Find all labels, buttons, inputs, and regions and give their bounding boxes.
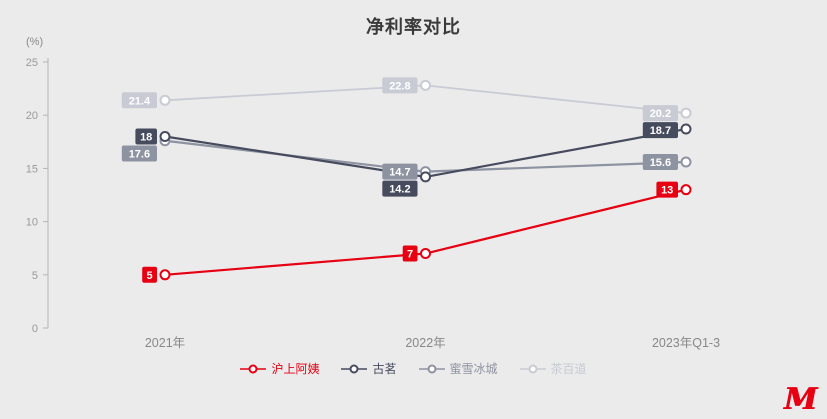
- svg-text:14.2: 14.2: [389, 184, 410, 196]
- legend-item-1[interactable]: 古茗: [341, 360, 397, 377]
- x-axis: 2021年 2022年 2023年Q1-3: [145, 336, 720, 350]
- svg-text:5: 5: [147, 270, 153, 282]
- data-label: 14.7: [382, 163, 418, 180]
- y-axis-unit-label: (%): [26, 36, 44, 48]
- legend-label: 蜜雪冰城: [449, 362, 498, 376]
- y-axis-tick-label: 5: [32, 270, 38, 282]
- x-axis-category-label: 2023年Q1-3: [652, 336, 720, 350]
- data-point-marker[interactable]: [159, 130, 171, 142]
- data-point-marker[interactable]: [420, 171, 431, 183]
- svg-text:22.8: 22.8: [389, 80, 410, 92]
- data-point-marker[interactable]: [680, 156, 692, 168]
- data-label: 21.4: [121, 92, 157, 109]
- y-axis-tick-label: 20: [26, 110, 38, 122]
- data-label: 20.2: [642, 105, 678, 122]
- y-axis-tick-label: 0: [32, 323, 38, 335]
- data-label: 15.6: [642, 154, 678, 171]
- series-marker-icon: [240, 364, 267, 373]
- data-point-marker[interactable]: [159, 269, 171, 281]
- data-label: 13: [656, 181, 678, 198]
- legend-item-0[interactable]: 沪上阿姨: [240, 360, 319, 377]
- svg-text:20.2: 20.2: [650, 108, 671, 120]
- data-point-marker[interactable]: [680, 107, 692, 119]
- chart-title: 净利率对比: [366, 17, 461, 37]
- x-axis-category-label: 2022年: [405, 336, 445, 350]
- series-0: [159, 184, 692, 281]
- data-point-marker[interactable]: [420, 248, 431, 260]
- svg-text:21.4: 21.4: [129, 95, 151, 107]
- data-label: 22.8: [382, 77, 418, 94]
- data-label: 5: [142, 266, 157, 283]
- legend-item-3[interactable]: 茶百道: [519, 360, 587, 377]
- legend-label: 沪上阿姨: [271, 362, 320, 376]
- svg-text:15.6: 15.6: [650, 157, 671, 169]
- series-marker-icon: [341, 364, 368, 373]
- y-axis-tick-label: 25: [26, 57, 38, 69]
- series-1: [159, 123, 692, 183]
- series-marker-icon: [519, 364, 546, 373]
- x-axis-category-label: 2021年: [145, 336, 185, 350]
- series-marker-icon: [418, 364, 445, 373]
- svg-text:18.7: 18.7: [650, 125, 671, 137]
- legend: 沪上阿姨 古茗 蜜雪冰城 茶百道: [0, 360, 827, 377]
- data-label: 18.7: [642, 122, 678, 139]
- series-line: [164, 188, 687, 276]
- data-point-marker[interactable]: [420, 79, 431, 91]
- legend-label: 茶百道: [550, 362, 587, 376]
- y-axis: 0 5 10 15 20 25: [26, 57, 49, 335]
- y-axis-tick-label: 15: [26, 163, 38, 175]
- svg-text:14.7: 14.7: [389, 167, 410, 179]
- svg-text:13: 13: [661, 185, 673, 197]
- data-label: 14.2: [382, 180, 418, 197]
- data-point-marker[interactable]: [680, 123, 692, 135]
- legend-item-2[interactable]: 蜜雪冰城: [418, 360, 498, 377]
- svg-text:17.6: 17.6: [129, 148, 150, 160]
- svg-text:18: 18: [140, 131, 152, 143]
- brand-logo: M: [783, 382, 817, 417]
- y-axis-tick-label: 10: [26, 217, 38, 229]
- series-3: [159, 79, 692, 119]
- data-label: 18: [135, 128, 157, 145]
- data-label: 7: [402, 245, 418, 262]
- data-point-marker[interactable]: [159, 94, 171, 106]
- data-label: 17.6: [121, 145, 157, 162]
- data-point-marker[interactable]: [680, 184, 692, 196]
- svg-text:7: 7: [407, 249, 413, 261]
- legend-label: 古茗: [372, 362, 397, 376]
